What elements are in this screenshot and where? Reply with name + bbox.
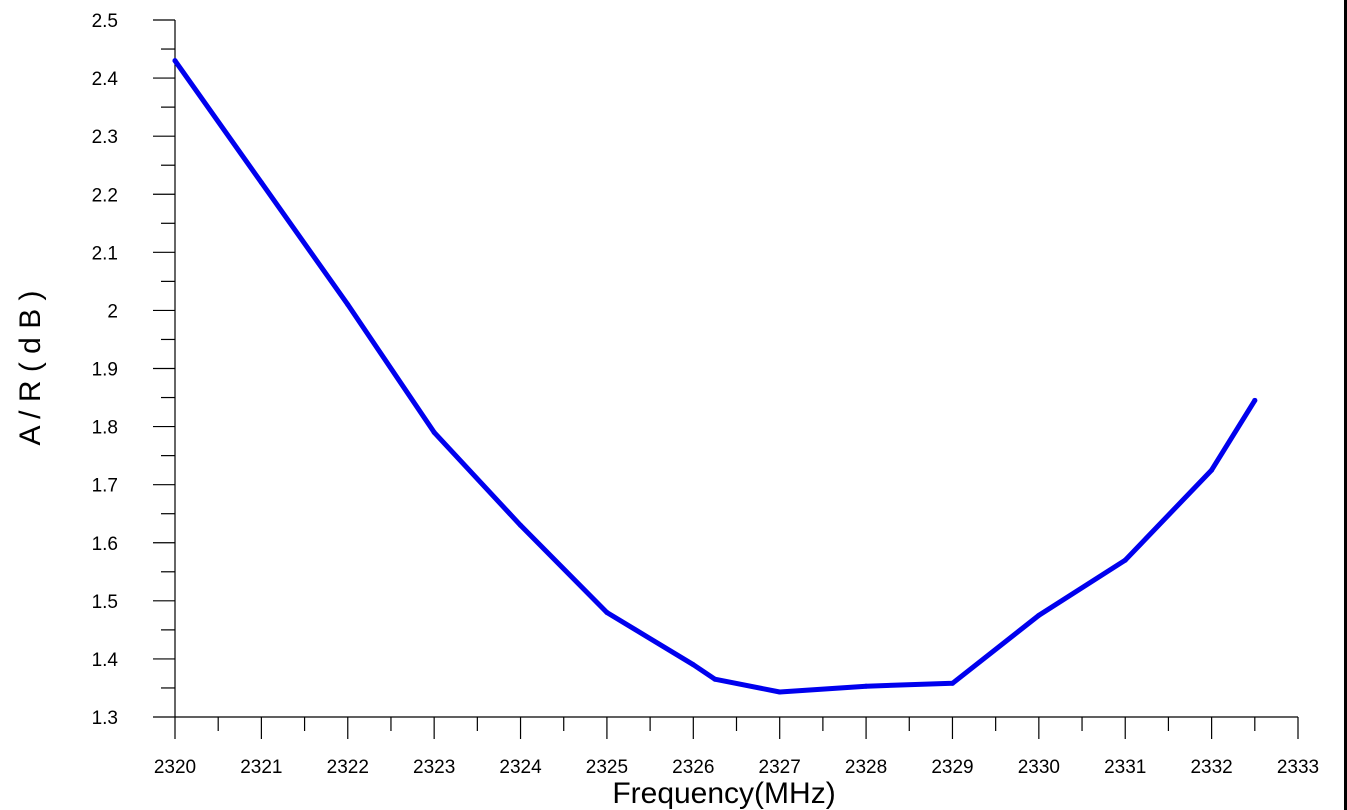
data-point (518, 522, 524, 528)
x-tick-label: 2333 (1277, 757, 1319, 778)
x-tick-label: 2329 (931, 757, 973, 778)
x-tick-label: 2330 (1018, 757, 1060, 778)
x-tick-label: 2320 (154, 757, 196, 778)
x-axis-title: Frequency(MHz) (612, 777, 835, 810)
y-tick-label: 2.3 (92, 127, 118, 148)
data-point (431, 429, 437, 435)
x-tick-label: 2325 (586, 757, 628, 778)
y-axis: 1.3 1.4 1.5 1.6 1.7 1.8 1.9 2 2.1 2.2 2.3 2.4 2.5 (92, 11, 176, 729)
y-tick-label: 1.3 (92, 708, 118, 729)
y-tick-label: 1.4 (92, 650, 119, 671)
y-tick-label: 2.5 (92, 11, 118, 32)
y-axis-title: A / R ( d B ) (14, 290, 47, 445)
y-tick-label: 2.4 (92, 69, 119, 90)
series-layer (172, 58, 1258, 695)
data-point (172, 58, 178, 64)
data-point (949, 680, 955, 686)
x-tick-label: 2328 (845, 757, 887, 778)
data-point (777, 689, 783, 695)
x-tick-label: 2326 (672, 757, 714, 778)
data-point (1122, 557, 1128, 563)
x-tick-label: 2323 (413, 757, 455, 778)
y-tick-label: 1.9 (92, 360, 118, 381)
data-point (690, 662, 696, 668)
data-point (345, 302, 351, 308)
data-point (1036, 612, 1042, 618)
x-tick-label: 2332 (1190, 757, 1232, 778)
data-point (1209, 467, 1215, 473)
y-tick-label: 1.7 (92, 476, 118, 497)
y-tick-label: 2 (107, 301, 118, 322)
x-tick-label: 2331 (1104, 757, 1146, 778)
y-tick-label: 2.2 (92, 185, 118, 206)
data-point (863, 683, 869, 689)
y-tick-label: 2.1 (92, 243, 118, 264)
y-tick-label: 1.5 (92, 592, 118, 613)
series-line (172, 58, 1258, 695)
x-tick-label: 2321 (240, 757, 282, 778)
frame-right-edge (1344, 0, 1347, 810)
x-tick-label: 2322 (327, 757, 369, 778)
data-point (258, 180, 264, 186)
data-point (604, 609, 610, 615)
data-point (712, 676, 718, 682)
data-point (1252, 397, 1258, 403)
y-tick-label: 1.8 (92, 418, 118, 439)
y-tick-label: 1.6 (92, 534, 118, 555)
x-tick-label: 2324 (499, 757, 542, 778)
x-axis: 2320 2321 2322 2323 2324 2325 2326 2327 2328 2329… (154, 716, 1319, 778)
x-tick-label: 2327 (759, 757, 801, 778)
